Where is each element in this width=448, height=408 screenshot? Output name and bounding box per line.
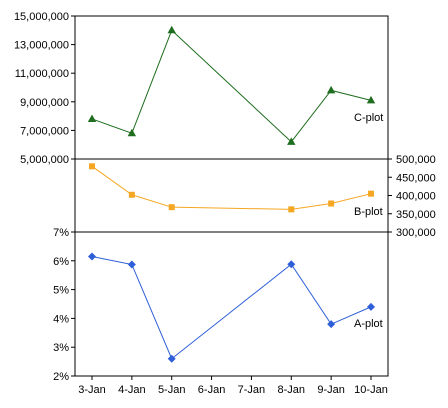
a-plot-y-tick-label: 4% <box>53 313 69 325</box>
x-tick-label: 6-Jan <box>198 384 226 396</box>
a-plot-y-tick-label: 7% <box>53 227 69 239</box>
b-plot-series-label: B-plot <box>354 206 383 218</box>
x-tick-label: 7-Jan <box>238 384 266 396</box>
c-plot-y-tick-label: 9,000,000 <box>20 97 69 109</box>
c-plot-point <box>366 95 376 104</box>
x-tick-label: 10-Jan <box>354 384 388 396</box>
c-plot-point <box>167 25 176 34</box>
b-plot-y-tick-label: 500,000 <box>396 154 436 166</box>
c-plot-y-tick-label: 5,000,000 <box>20 154 69 166</box>
b-plot-y-tick-label: 400,000 <box>396 191 436 203</box>
x-tick-label: 3-Jan <box>78 384 106 396</box>
a-plot-point <box>327 320 336 329</box>
a-plot-point <box>367 302 375 311</box>
b-plot-point <box>89 163 95 170</box>
b-plot-point <box>168 204 175 211</box>
a-plot-y-tick-label: 2% <box>53 371 69 383</box>
a-plot-series-line <box>91 255 372 360</box>
a-plot-point <box>287 260 296 269</box>
b-plot-point <box>368 190 374 197</box>
c-plot-y-tick-label: 7,000,000 <box>20 125 69 137</box>
c-plot-series-line <box>91 29 372 143</box>
c-plot-y-tick-label: 15,000,000 <box>14 11 69 23</box>
a-plot-series-label: A-plot <box>354 318 383 330</box>
x-tick-label: 4-Jan <box>118 384 146 396</box>
a-plot-point <box>88 252 96 261</box>
b-plot-point <box>328 200 335 207</box>
a-plot-y-tick-label: 6% <box>53 256 69 268</box>
x-tick-label: 8-Jan <box>278 384 306 396</box>
b-plot-panel-frame <box>74 158 389 233</box>
c-plot-point <box>287 137 296 145</box>
x-tick-label: 9-Jan <box>317 384 345 396</box>
b-plot-y-tick-label: 450,000 <box>396 172 436 184</box>
c-plot-point <box>326 85 336 94</box>
c-plot-series-label: C-plot <box>354 112 383 124</box>
c-plot-point <box>87 114 97 122</box>
b-plot-y-tick-label: 300,000 <box>396 227 436 239</box>
c-plot-panel-frame <box>74 15 389 160</box>
a-plot-point <box>167 354 176 363</box>
a-plot-y-tick-label: 5% <box>53 285 69 297</box>
c-plot-y-tick-label: 13,000,000 <box>14 40 69 52</box>
b-plot-point <box>288 206 295 213</box>
a-plot-y-tick-label: 3% <box>53 342 69 354</box>
b-plot-point <box>128 191 135 198</box>
a-plot-point <box>127 260 136 269</box>
c-plot-point <box>127 128 137 137</box>
b-plot-series-line <box>91 165 372 210</box>
x-tick-label: 5-Jan <box>158 384 186 396</box>
b-plot-y-tick-label: 350,000 <box>396 209 436 221</box>
a-plot-panel-frame <box>74 231 389 377</box>
c-plot-y-tick-label: 11,000,000 <box>15 68 69 80</box>
